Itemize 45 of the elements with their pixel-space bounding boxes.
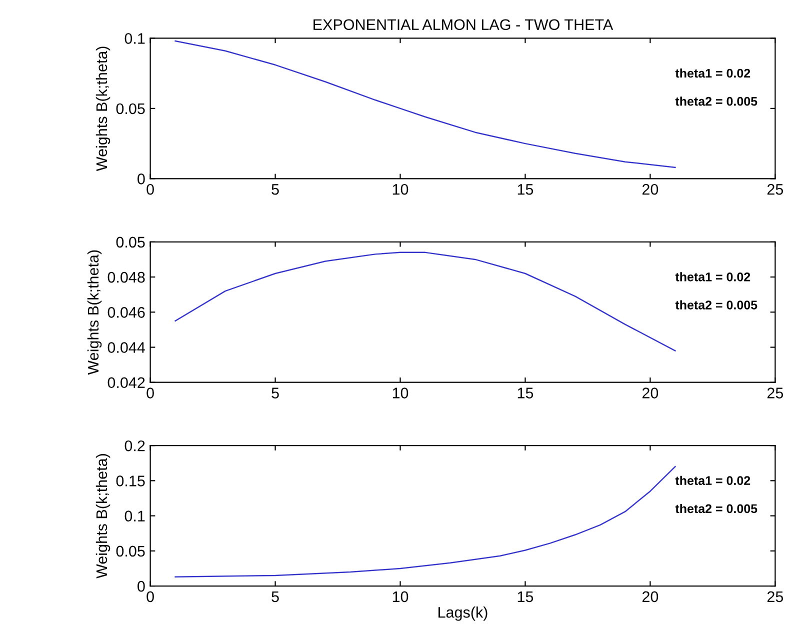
y-tick-label: 0.048 bbox=[108, 272, 145, 283]
y-tick-label: 0 bbox=[138, 580, 145, 592]
y-tick-label: 0.2 bbox=[124, 440, 145, 452]
annotation: theta2 = 0.005 bbox=[675, 96, 758, 106]
x-tick-label: 0 bbox=[146, 388, 154, 398]
x-tick-label: 25 bbox=[767, 388, 784, 398]
x-tick-label: 20 bbox=[642, 591, 658, 602]
y-tick-label: 0.046 bbox=[108, 307, 145, 318]
y-axis-title: Weights B(k;theta) bbox=[96, 46, 110, 172]
x-tick-label: 5 bbox=[272, 591, 279, 602]
x-tick-label: 5 bbox=[272, 388, 279, 398]
line-series bbox=[174, 252, 676, 352]
y-tick-label: 0.05 bbox=[116, 546, 145, 557]
y-tick-label: 0.15 bbox=[116, 476, 145, 486]
y-tick-label: 0.05 bbox=[116, 236, 145, 248]
y-tick-label: 0.05 bbox=[116, 103, 145, 114]
x-axis-title: Lags(k) bbox=[438, 606, 488, 621]
x-tick-label: 20 bbox=[642, 184, 658, 195]
y-tick-label: 0.1 bbox=[124, 510, 145, 522]
x-tick-label: 15 bbox=[518, 591, 534, 602]
line-series bbox=[174, 40, 676, 168]
y-tick-label: 0 bbox=[138, 174, 145, 184]
x-tick-label: 10 bbox=[392, 591, 408, 602]
annotation: theta1 = 0.02 bbox=[675, 272, 750, 282]
x-tick-label: 15 bbox=[518, 388, 534, 398]
y-axis-title: Weights B(k;theta) bbox=[87, 250, 102, 375]
x-tick-label: 10 bbox=[392, 184, 408, 195]
x-tick-label: 25 bbox=[767, 184, 784, 195]
y-axis-title: Weights B(k;theta) bbox=[96, 454, 110, 578]
x-tick-label: 5 bbox=[272, 184, 279, 195]
annotation: theta1 = 0.02 bbox=[675, 476, 750, 486]
x-tick-label: 0 bbox=[146, 591, 154, 602]
annotation: theta1 = 0.02 bbox=[675, 68, 750, 78]
x-tick-label: 20 bbox=[642, 388, 658, 398]
x-tick-label: 15 bbox=[518, 184, 534, 195]
y-tick-label: 0.044 bbox=[108, 342, 145, 353]
y-tick-label: 0.1 bbox=[124, 33, 145, 44]
y-tick-label: 0.042 bbox=[108, 377, 145, 388]
annotation: theta2 = 0.005 bbox=[675, 504, 758, 514]
x-tick-label: 25 bbox=[767, 591, 784, 602]
annotation: theta2 = 0.005 bbox=[675, 300, 758, 310]
line-series bbox=[174, 466, 676, 578]
x-tick-label: 10 bbox=[392, 388, 408, 398]
x-tick-label: 0 bbox=[146, 184, 154, 195]
chart-title: EXPONENTIAL ALMON LAG - TWO THETA bbox=[314, 19, 614, 30]
